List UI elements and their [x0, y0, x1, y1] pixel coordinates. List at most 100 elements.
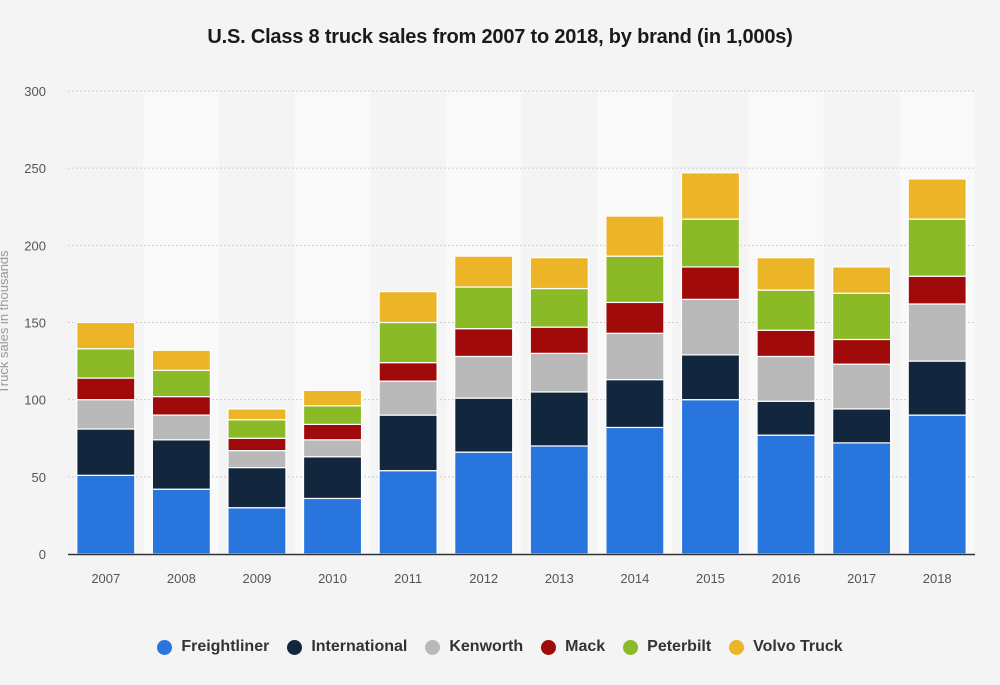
legend-item-volvo-truck[interactable]: Volvo Truck — [729, 638, 843, 656]
bar-segment-international-2015[interactable] — [680, 354, 741, 401]
legend-label: Kenworth — [449, 638, 524, 655]
bar-segment-freightliner-2017[interactable] — [832, 442, 892, 555]
bar-segment-peterbilt-2015[interactable] — [680, 218, 741, 268]
bar-segment-peterbilt-2008[interactable] — [151, 369, 211, 398]
bar-segment-peterbilt-2009[interactable] — [227, 419, 287, 439]
bar-segment-freightliner-2008[interactable] — [151, 488, 211, 555]
x-tick-label: 2011 — [394, 571, 422, 586]
bar-segment-mack-2007[interactable] — [76, 377, 136, 401]
bar-segment-volvo-truck-2011[interactable] — [378, 291, 438, 324]
bar-segment-volvo-truck-2009[interactable] — [227, 408, 287, 421]
bar-segment-peterbilt-2010[interactable] — [302, 405, 363, 425]
bar-segment-mack-2014[interactable] — [605, 301, 665, 334]
bar-segment-peterbilt-2016[interactable] — [756, 289, 816, 331]
bar-segment-mack-2009[interactable] — [227, 437, 287, 452]
legend-item-kenworth[interactable]: Kenworth — [425, 638, 523, 656]
bar-segment-international-2008[interactable] — [151, 439, 211, 490]
bar-stack-2008 — [151, 349, 211, 555]
bar-segment-mack-2018[interactable] — [907, 275, 967, 305]
bar-segment-freightliner-2018[interactable] — [907, 414, 967, 555]
bar-segment-kenworth-2018[interactable] — [907, 303, 967, 362]
bar-segment-volvo-truck-2013[interactable] — [529, 257, 589, 290]
bar-segment-volvo-truck-2010[interactable] — [302, 389, 363, 407]
x-axis-ticks: 2007 2008 2009 2010 2011 2012 2013 2014 2015 2016… — [91, 571, 951, 586]
legend-item-peterbilt[interactable]: Peterbilt — [623, 638, 711, 656]
bar-segment-mack-2015[interactable] — [680, 266, 741, 300]
bar-segment-kenworth-2007[interactable] — [76, 399, 136, 430]
bar-segment-peterbilt-2011[interactable] — [378, 321, 438, 364]
bar-segment-international-2007[interactable] — [76, 428, 136, 476]
bar-segment-freightliner-2010[interactable] — [302, 497, 363, 555]
bar-segment-kenworth-2008[interactable] — [151, 414, 211, 441]
bar-segment-mack-2013[interactable] — [529, 326, 589, 354]
bar-segment-volvo-truck-2016[interactable] — [756, 257, 816, 291]
bar-segment-international-2014[interactable] — [605, 379, 665, 429]
bar-segment-mack-2016[interactable] — [756, 329, 816, 358]
bar-segment-peterbilt-2007[interactable] — [76, 348, 136, 379]
y-axis-label: Truck sales in thousands — [0, 250, 11, 394]
bar-segment-freightliner-2015[interactable] — [680, 399, 741, 555]
bar-segment-international-2018[interactable] — [907, 360, 967, 416]
bar-stack-2010 — [302, 389, 363, 555]
bar-segment-international-2012[interactable] — [454, 397, 514, 453]
y-tick-label: 50 — [32, 470, 46, 485]
bar-segment-volvo-truck-2014[interactable] — [605, 215, 665, 257]
bar-segment-mack-2008[interactable] — [151, 395, 211, 416]
bar-segment-kenworth-2017[interactable] — [832, 363, 892, 410]
x-tick-label: 2016 — [772, 571, 801, 586]
bar-segment-international-2013[interactable] — [529, 391, 589, 447]
y-tick-label: 250 — [24, 161, 46, 176]
bar-segment-mack-2012[interactable] — [454, 328, 514, 358]
x-tick-label: 2015 — [696, 571, 725, 586]
legend-swatch — [729, 639, 745, 655]
legend-label: Peterbilt — [647, 638, 712, 655]
bar-segment-freightliner-2014[interactable] — [605, 426, 665, 555]
bar-segment-international-2016[interactable] — [756, 400, 816, 436]
bar-segment-international-2009[interactable] — [227, 466, 287, 509]
bar-segment-international-2010[interactable] — [302, 456, 363, 500]
legend-item-international[interactable]: International — [287, 638, 407, 656]
bar-segment-volvo-truck-2012[interactable] — [454, 255, 514, 288]
bar-segment-kenworth-2016[interactable] — [756, 355, 816, 402]
bar-segment-kenworth-2011[interactable] — [378, 380, 438, 416]
bar-segment-freightliner-2012[interactable] — [454, 451, 514, 555]
bar-segment-kenworth-2013[interactable] — [529, 352, 589, 393]
x-tick-label: 2007 — [91, 571, 120, 586]
bar-segment-freightliner-2011[interactable] — [378, 470, 438, 555]
bar-segment-peterbilt-2018[interactable] — [907, 218, 967, 277]
legend-swatch — [541, 639, 557, 655]
bar-segment-freightliner-2009[interactable] — [227, 507, 287, 555]
bar-segment-kenworth-2009[interactable] — [227, 449, 287, 469]
y-tick-label: 100 — [24, 393, 46, 408]
bar-segment-international-2017[interactable] — [832, 408, 892, 444]
bar-segment-mack-2017[interactable] — [832, 338, 892, 365]
bar-stack-2007 — [76, 321, 136, 555]
bar-segment-volvo-truck-2018[interactable] — [907, 178, 967, 220]
bar-segment-peterbilt-2013[interactable] — [529, 287, 589, 328]
bar-segment-mack-2011[interactable] — [378, 362, 438, 382]
legend-item-freightliner[interactable]: Freightliner — [157, 638, 269, 656]
legend-item-mack[interactable]: Mack — [541, 638, 605, 656]
bar-segment-volvo-truck-2007[interactable] — [76, 321, 136, 350]
bar-segment-freightliner-2007[interactable] — [76, 474, 136, 555]
bar-segment-kenworth-2015[interactable] — [680, 298, 741, 356]
y-tick-label: 300 — [24, 84, 46, 99]
bar-segment-kenworth-2012[interactable] — [454, 355, 514, 399]
bar-segment-mack-2010[interactable] — [302, 423, 363, 441]
bar-segment-kenworth-2014[interactable] — [605, 332, 665, 381]
bar-segment-volvo-truck-2015[interactable] — [680, 172, 741, 220]
bar-segment-kenworth-2010[interactable] — [302, 439, 363, 458]
bar-segment-volvo-truck-2008[interactable] — [151, 349, 211, 371]
y-axis-ticks: 0 50 100 150 200 250 300 — [24, 84, 46, 562]
bar-segment-peterbilt-2017[interactable] — [832, 292, 892, 341]
bar-segment-international-2011[interactable] — [378, 414, 438, 472]
bar-segment-volvo-truck-2017[interactable] — [832, 266, 892, 294]
bar-stack-2015 — [680, 172, 741, 555]
legend-swatch — [623, 639, 639, 655]
x-tick-label: 2012 — [469, 571, 498, 586]
bar-segment-freightliner-2016[interactable] — [756, 434, 816, 555]
bar-segment-peterbilt-2012[interactable] — [454, 286, 514, 330]
bar-segment-freightliner-2013[interactable] — [529, 445, 589, 555]
bar-segment-peterbilt-2014[interactable] — [605, 255, 665, 304]
